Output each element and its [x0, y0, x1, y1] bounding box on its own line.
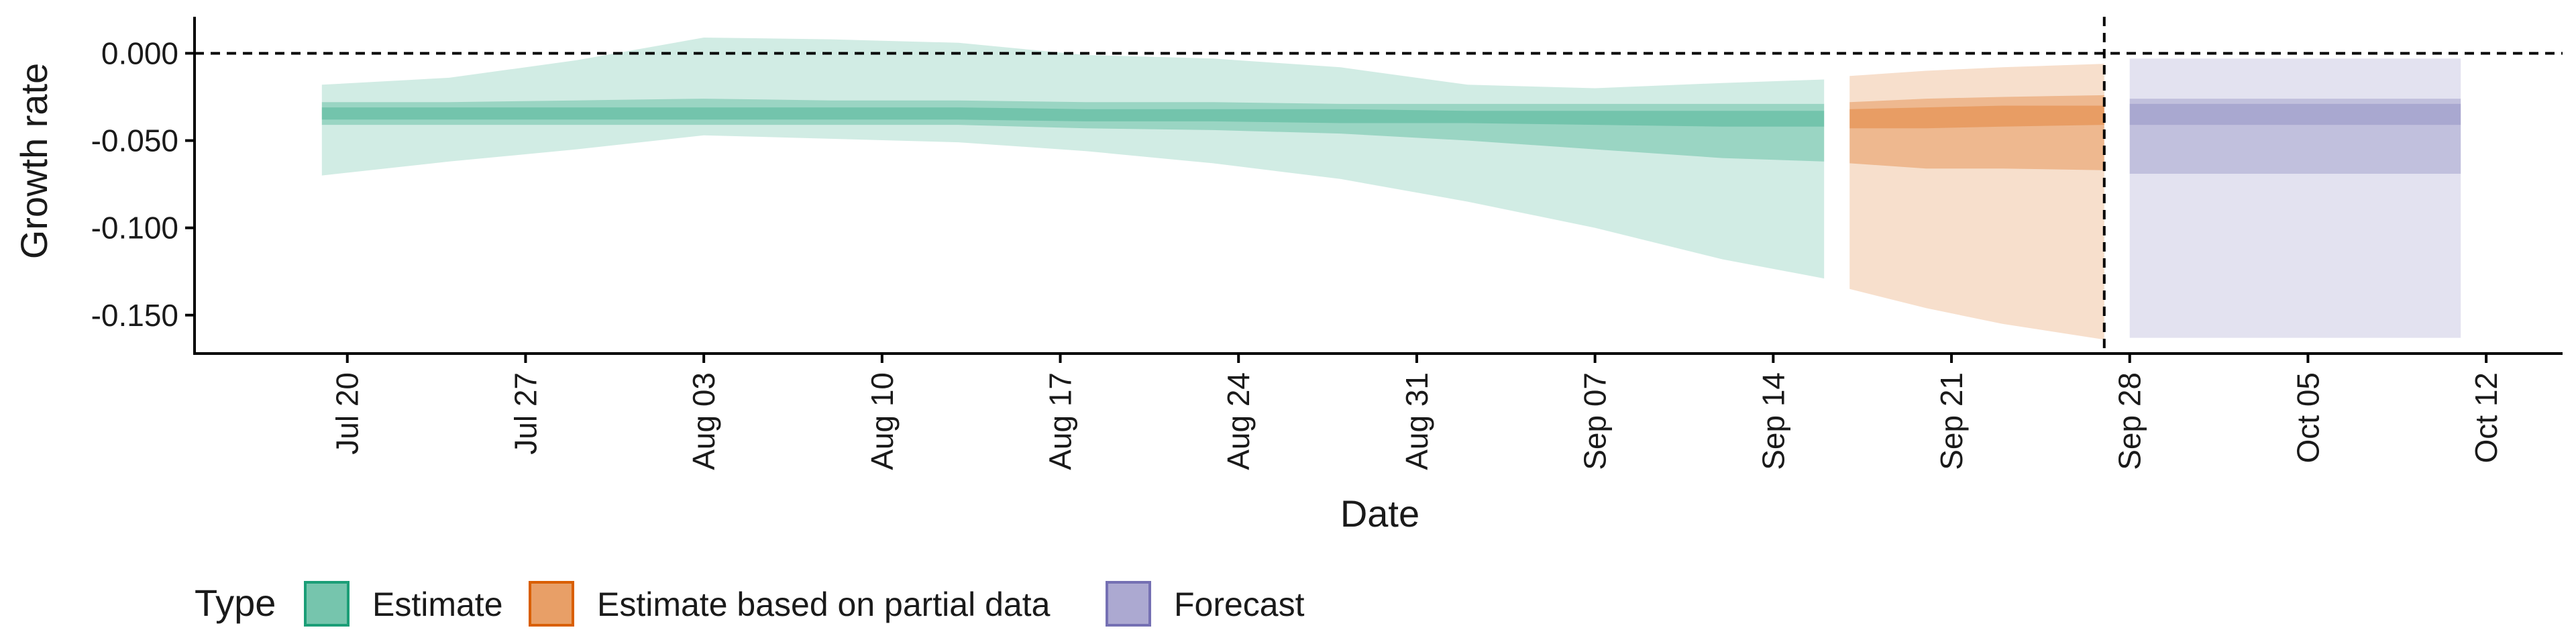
legend-label: Estimate based on partial data — [597, 586, 1051, 623]
legend-item: Estimate — [304, 581, 503, 627]
ribbon-90-series-1 — [1849, 64, 2104, 340]
x-tick-label: Sep 14 — [1756, 372, 1790, 470]
legend-swatch — [1106, 581, 1151, 627]
x-tick-label: Aug 24 — [1221, 372, 1256, 470]
ribbon-20-series-1 — [1849, 105, 2104, 129]
x-tick-label: Aug 31 — [1399, 372, 1434, 470]
y-tick-label: -0.150 — [91, 298, 178, 333]
series-1 — [1849, 64, 2104, 340]
y-tick-label: -0.050 — [91, 123, 178, 158]
y-axis-title: Growth rate — [13, 63, 55, 260]
ribbon-90-series-0 — [321, 38, 1825, 279]
ribbon-20-series-0 — [321, 107, 1825, 127]
legend-label: Estimate — [372, 586, 503, 623]
x-tick-label: Sep 28 — [2112, 372, 2147, 470]
x-tick-label: Jul 20 — [330, 372, 365, 455]
ribbon-20-series-2 — [2129, 103, 2461, 125]
axes: 0.000 -0.050 -0.100 -0.150 Jul 20 Jul 27 Aug 0… — [91, 17, 2563, 470]
ribbon-90-series-2 — [2129, 58, 2461, 338]
x-tick-label: Aug 03 — [686, 372, 721, 470]
x-tick-label: Oct 05 — [2290, 372, 2325, 464]
legend: Type Estimate Estimate based on partial da… — [195, 581, 1305, 627]
ribbon-layer — [321, 38, 2461, 340]
y-tick-label: 0.000 — [101, 36, 178, 70]
reference-lines — [195, 17, 2563, 354]
x-axis-title: Date — [1340, 492, 1419, 535]
y-tick-label: -0.100 — [91, 211, 178, 246]
legend-title: Type — [195, 582, 276, 624]
x-tick-label: Oct 12 — [2469, 372, 2504, 464]
series-2 — [2129, 58, 2461, 338]
legend-swatch — [529, 581, 574, 627]
legend-swatch — [304, 581, 350, 627]
ribbon-50-series-2 — [2129, 99, 2461, 174]
x-tick-label: Jul 27 — [508, 372, 543, 455]
x-tick-label: Aug 17 — [1043, 372, 1078, 470]
ribbon-50-series-0 — [321, 99, 1825, 162]
series-0 — [321, 38, 1825, 279]
ribbon-50-series-1 — [1849, 95, 2104, 170]
legend-item: Estimate based on partial data — [529, 581, 1051, 627]
x-tick-label: Sep 07 — [1578, 372, 1613, 470]
x-tick-label: Sep 21 — [1934, 372, 1969, 470]
x-tick-label: Aug 10 — [865, 372, 900, 470]
legend-label: Forecast — [1174, 586, 1305, 623]
legend-item: Forecast — [1106, 581, 1305, 627]
